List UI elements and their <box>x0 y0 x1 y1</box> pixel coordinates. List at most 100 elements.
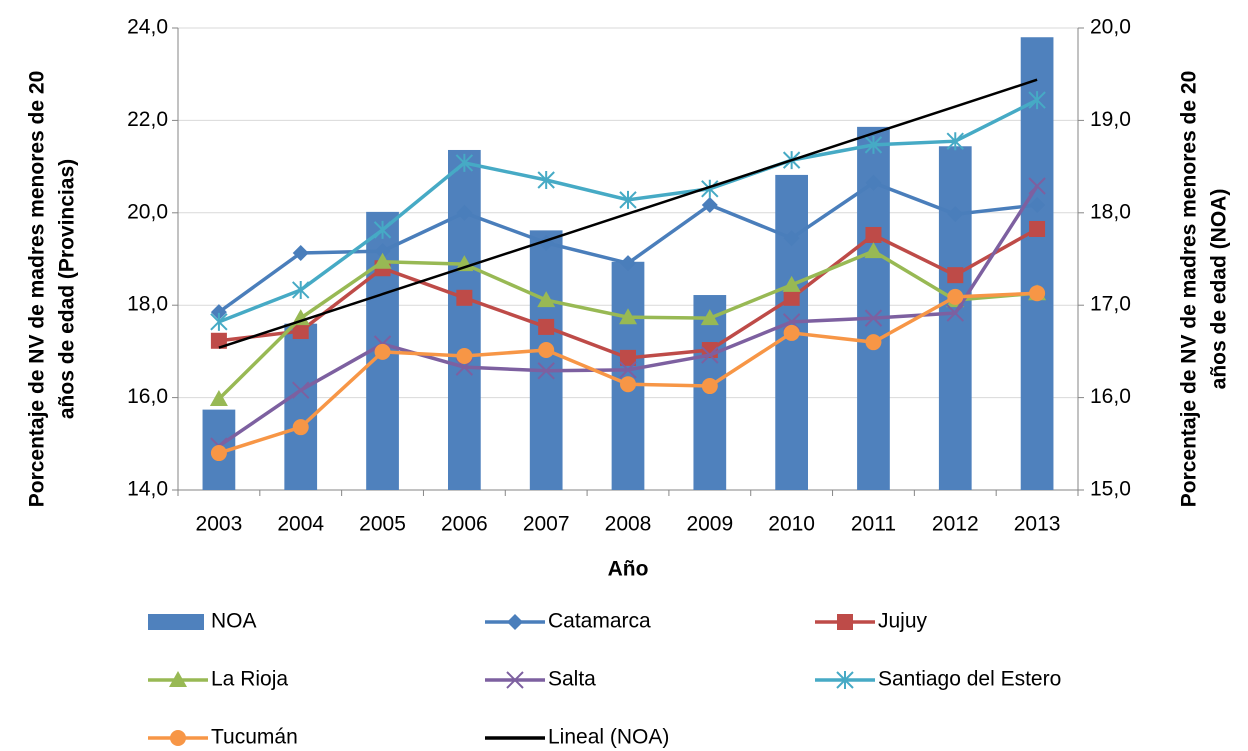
marker <box>619 308 637 325</box>
y-tick-label: 16,0 <box>127 385 168 408</box>
marker <box>864 135 883 154</box>
marker <box>506 671 524 689</box>
legend-label: Santiago del Estero <box>878 668 1061 691</box>
marker <box>619 361 637 379</box>
marker <box>865 174 882 191</box>
marker <box>537 362 555 380</box>
line <box>218 78 1038 349</box>
y2-tick-label: 19,0 <box>1090 108 1131 131</box>
marker <box>837 614 853 630</box>
x-tick-label: 2007 <box>523 513 570 536</box>
marker <box>210 312 228 331</box>
marker <box>292 419 309 436</box>
bar <box>938 146 972 490</box>
y2-tick-label: 20,0 <box>1090 16 1131 39</box>
y2-axis-title: años de edad (NOA) <box>1208 189 1231 390</box>
marker <box>209 389 228 406</box>
x-tick-label: 2011 <box>851 513 896 536</box>
marker <box>701 179 719 198</box>
y-tick-label: 24,0 <box>127 16 168 39</box>
marker <box>619 190 637 209</box>
legend-label: Catamarca <box>548 610 651 633</box>
marker <box>1028 177 1046 195</box>
marker <box>620 255 636 272</box>
marker <box>1029 196 1046 213</box>
y-tick-label: 22,0 <box>127 108 168 131</box>
bar <box>448 149 481 490</box>
x-tick-label: 2009 <box>686 513 733 536</box>
y-tick-label: 18,0 <box>127 293 168 316</box>
marker <box>537 291 556 308</box>
marker <box>1028 91 1046 110</box>
bar <box>284 323 318 490</box>
y-tick-label: 14,0 <box>127 478 168 501</box>
bar <box>611 261 645 490</box>
marker <box>374 243 391 260</box>
x-tick-label: 2010 <box>768 513 815 536</box>
y-axis-title: Porcentaje de NV de madres menores de 20 <box>26 71 49 508</box>
bar <box>529 230 563 490</box>
marker <box>292 381 310 399</box>
x-tick-label: 2008 <box>605 513 652 536</box>
legend-label: NOA <box>211 610 257 633</box>
marker <box>373 220 392 239</box>
y-axis-title: años de edad (Provincias) <box>56 159 79 419</box>
y2-axis-title: Porcentaje de NV de madres menores de 20 <box>1178 71 1201 508</box>
marker <box>1029 220 1046 237</box>
y2-tick-label: 15,0 <box>1090 478 1131 501</box>
legend-label: La Rioja <box>211 668 288 691</box>
x-tick-label: 2004 <box>277 513 324 536</box>
marker <box>292 323 309 340</box>
bar <box>1020 37 1054 491</box>
marker <box>701 196 718 213</box>
marker <box>947 267 964 284</box>
marker <box>947 206 964 223</box>
marker <box>456 348 473 365</box>
marker <box>701 346 719 364</box>
marker <box>210 304 227 321</box>
marker <box>210 445 227 462</box>
y-tick-label: 20,0 <box>127 200 168 223</box>
marker <box>170 730 186 746</box>
marker <box>946 132 964 151</box>
marker <box>865 226 882 243</box>
x-axis-title: Año <box>608 558 649 581</box>
marker <box>455 153 474 172</box>
marker <box>456 289 473 306</box>
legend-swatch <box>148 614 204 630</box>
legend-label: Lineal (NOA) <box>548 726 669 749</box>
x-tick-label: 2012 <box>932 513 979 536</box>
marker <box>538 342 555 359</box>
y2-tick-label: 16,0 <box>1090 385 1131 408</box>
marker <box>169 671 187 687</box>
marker <box>292 244 309 261</box>
marker <box>374 343 391 360</box>
legend-label: Tucumán <box>211 726 298 749</box>
marker <box>783 289 800 306</box>
y2-tick-label: 18,0 <box>1090 200 1131 223</box>
marker <box>620 376 636 393</box>
legend-label: Salta <box>548 668 596 691</box>
marker <box>946 304 964 322</box>
marker <box>620 349 636 366</box>
marker <box>456 204 473 221</box>
marker <box>537 170 555 189</box>
marker <box>782 275 801 292</box>
x-tick-label: 2003 <box>196 513 243 536</box>
legend-label: Jujuy <box>878 610 928 633</box>
marker <box>864 309 883 327</box>
marker <box>864 242 883 259</box>
marker <box>865 334 882 351</box>
x-tick-label: 2013 <box>1014 513 1061 536</box>
marker <box>947 288 964 305</box>
marker <box>700 309 719 326</box>
marker <box>1029 285 1046 302</box>
marker <box>701 378 718 395</box>
marker <box>783 324 800 341</box>
x-tick-label: 2006 <box>441 513 488 536</box>
marker <box>538 318 555 335</box>
marker <box>507 614 523 630</box>
x-tick-label: 2005 <box>359 513 406 536</box>
marker <box>292 280 310 299</box>
